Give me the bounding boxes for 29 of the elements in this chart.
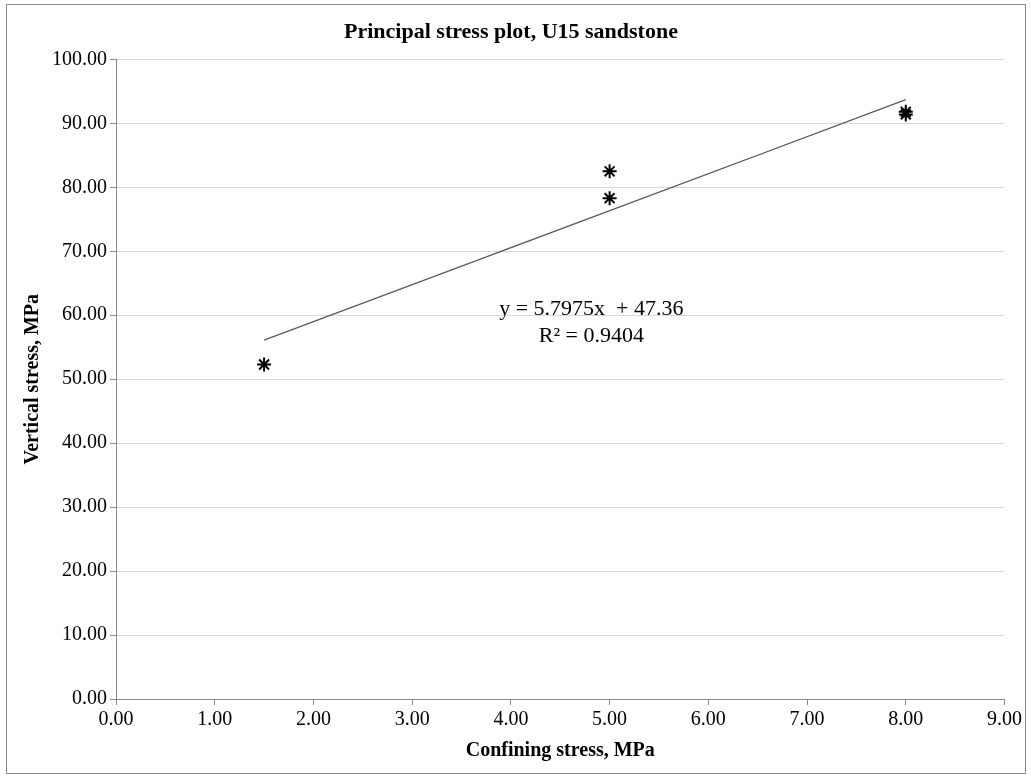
y-tick-label: 40.00 (62, 430, 107, 453)
y-tick-label: 70.00 (62, 238, 107, 261)
x-tick-label: 3.00 (394, 707, 430, 730)
chart-title: Principal stress plot, U15 sandstone (344, 17, 679, 43)
y-axis-title: Vertical stress, MPa (20, 293, 43, 465)
x-tick-label: 6.00 (690, 707, 726, 730)
annotation: y = 5.7975x + 47.36 (499, 294, 684, 320)
annotation: R² = 0.9404 (538, 321, 644, 347)
y-tick-label: 50.00 (62, 366, 107, 389)
x-tick-label: 5.00 (592, 707, 628, 730)
x-tick-label: 4.00 (493, 707, 529, 730)
x-tick-label: 9.00 (987, 707, 1022, 730)
y-tick-label: 0.00 (72, 686, 107, 709)
y-tick-label: 80.00 (62, 174, 107, 197)
y-tick-label: 60.00 (62, 302, 107, 325)
y-tick-label: 30.00 (62, 494, 107, 517)
y-tick-label: 20.00 (62, 558, 107, 581)
x-tick-label: 7.00 (789, 707, 825, 730)
point (601, 190, 618, 207)
x-tick-label: 1.00 (197, 707, 233, 730)
point (601, 163, 618, 180)
x-tick-label: 0.00 (98, 707, 134, 730)
x-tick-label: 2.00 (295, 707, 331, 730)
y-tick-label: 10.00 (62, 622, 107, 645)
point (256, 356, 273, 373)
x-axis-title: Confining stress, MPa (465, 738, 655, 762)
y-tick-label: 90.00 (62, 110, 107, 133)
x-tick-label: 8.00 (888, 707, 924, 730)
y-tick-label: 100.00 (52, 46, 107, 69)
